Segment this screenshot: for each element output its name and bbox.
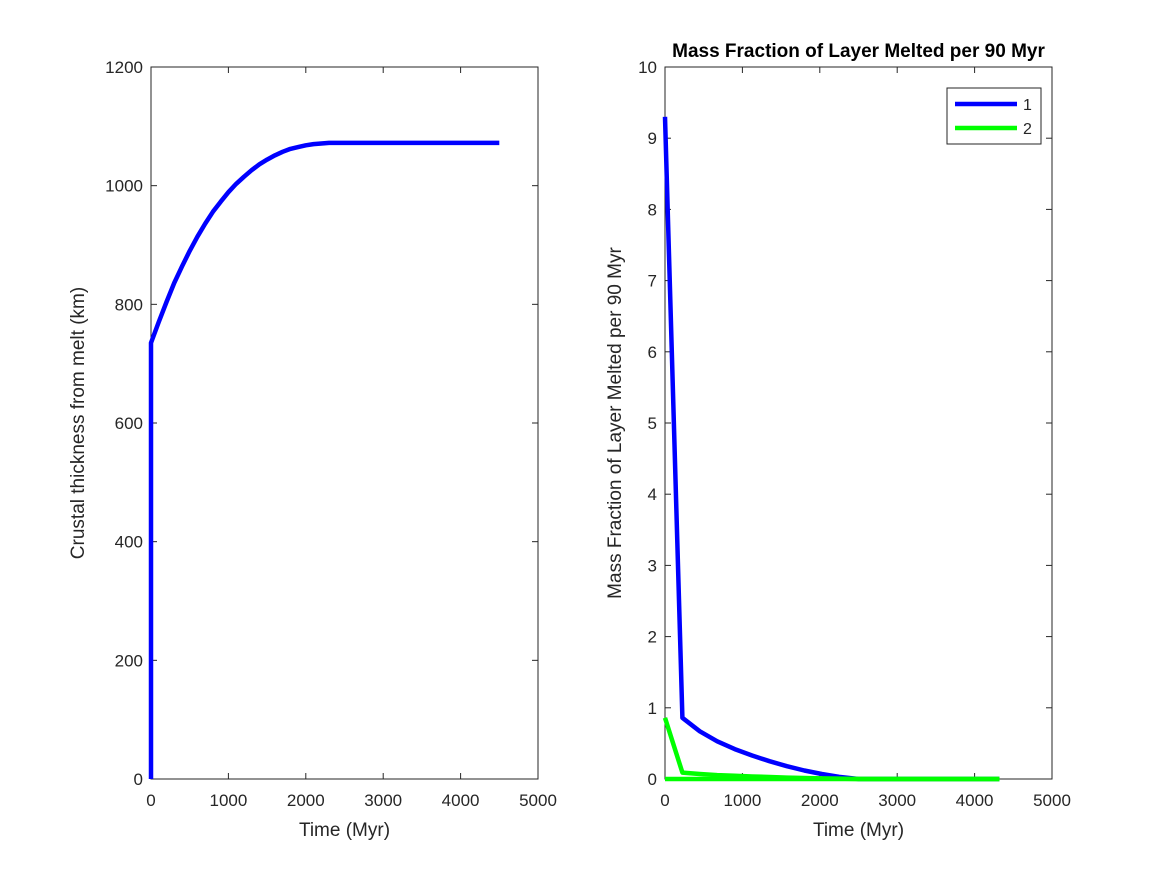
y-tick-label: 8	[648, 200, 657, 219]
x-tick-label: 5000	[1033, 791, 1071, 810]
y-tick-label: 600	[115, 414, 143, 433]
x-tick-label: 1000	[723, 791, 761, 810]
y-tick-label: 1	[648, 699, 657, 718]
y-tick-label: 2	[648, 628, 657, 647]
y-tick-label: 1000	[105, 177, 143, 196]
x-tick-label: 4000	[956, 791, 994, 810]
y-axis-label: Mass Fraction of Layer Melted per 90 Myr	[605, 247, 626, 599]
y-tick-label: 3	[648, 556, 657, 575]
chart-panel-1: 0 1000 2000 3000 4000 5000 0 200 400 600 800 1000 12…	[68, 58, 557, 841]
y-tick-label: 4	[648, 485, 657, 504]
x-tick-label: 4000	[442, 791, 480, 810]
x-tick-label: 3000	[364, 791, 402, 810]
x-tick-label: 3000	[878, 791, 916, 810]
x-tick-label: 0	[660, 791, 669, 810]
y-tick-label: 400	[115, 533, 143, 552]
x-tick-label: 2000	[801, 791, 839, 810]
y-tick-label: 0	[648, 770, 657, 789]
y-tick-label: 9	[648, 129, 657, 148]
legend-box	[946, 87, 1042, 145]
y-tick-label: 200	[115, 651, 143, 670]
series-line-1	[662, 116, 1000, 782]
x-tick-label: 2000	[287, 791, 325, 810]
y-tick-label: 1200	[105, 58, 143, 77]
legend-entry-label: 2	[1023, 121, 1032, 138]
axes-box	[150, 66, 539, 780]
legend-entry-label: 1	[1023, 97, 1032, 114]
chart-title: Mass Fraction of Layer Melted per 90 Myr	[672, 41, 1045, 62]
legend: 12	[946, 87, 1042, 145]
y-tick-label: 10	[638, 58, 657, 77]
x-tick-label: 0	[146, 791, 155, 810]
x-axis-label: Time (Myr)	[299, 820, 390, 841]
axes-box	[664, 66, 1053, 780]
series-line-2	[662, 717, 1000, 782]
x-tick-label: 5000	[519, 791, 557, 810]
x-tick-label: 1000	[209, 791, 247, 810]
series-line-1	[148, 140, 500, 779]
y-axis-label: Crustal thickness from melt (km)	[68, 287, 89, 559]
y-tick-label: 0	[134, 770, 143, 789]
y-tick-label: 7	[648, 272, 657, 291]
y-tick-label: 800	[115, 295, 143, 314]
y-tick-label: 5	[648, 414, 657, 433]
x-axis-label: Time (Myr)	[813, 820, 904, 841]
y-tick-label: 6	[648, 343, 657, 362]
